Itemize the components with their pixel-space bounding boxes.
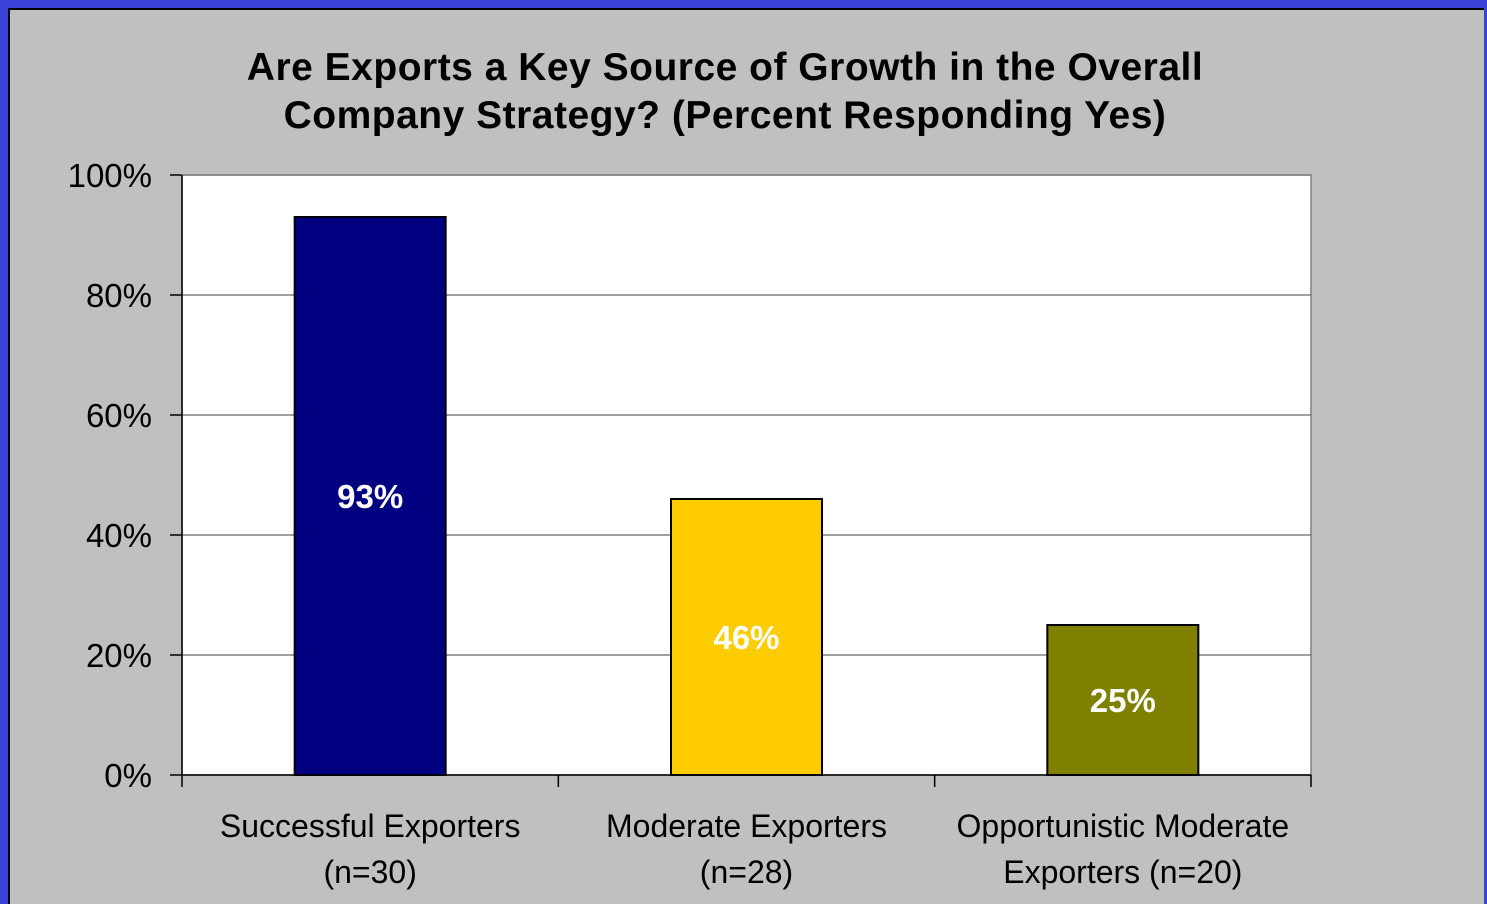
y-tick-label: 40% bbox=[86, 517, 152, 554]
y-tick-label: 80% bbox=[86, 277, 152, 314]
bar bbox=[670, 498, 823, 776]
chart-title-line-1: Are Exports a Key Source of Growth in th… bbox=[246, 46, 1204, 89]
x-category-label-line: Successful Exporters bbox=[219, 808, 521, 844]
y-tick-label: 60% bbox=[86, 397, 152, 434]
x-category-label-line: Exporters (n=20) bbox=[1003, 854, 1243, 890]
x-category-label-line: Opportunistic Moderate bbox=[956, 808, 1290, 844]
x-category-label: Opportunistic Moderate Exporters (n=20) bbox=[933, 803, 1313, 895]
x-category-label-line: (n=28) bbox=[699, 854, 794, 890]
x-category-label-line: (n=30) bbox=[323, 854, 417, 890]
bar-data-label: 25% bbox=[1090, 682, 1156, 719]
chart-title: Are Exports a Key Source of Growth in th… bbox=[150, 44, 1300, 140]
bar bbox=[1046, 624, 1200, 776]
chart-title-line-2: Company Strategy? (Percent Responding Ye… bbox=[283, 94, 1167, 137]
y-tick-label: 20% bbox=[86, 637, 152, 674]
y-tick-label: 100% bbox=[68, 157, 152, 194]
bar-data-label: 46% bbox=[713, 619, 779, 656]
x-category-label-line: Moderate Exporters bbox=[605, 808, 887, 844]
bar bbox=[293, 216, 447, 776]
x-category-label: Successful Exporters (n=30) bbox=[180, 803, 560, 895]
x-category-label: Moderate Exporters (n=28) bbox=[557, 803, 937, 895]
bar-data-label: 93% bbox=[337, 478, 403, 515]
y-tick-label: 0% bbox=[104, 757, 152, 794]
